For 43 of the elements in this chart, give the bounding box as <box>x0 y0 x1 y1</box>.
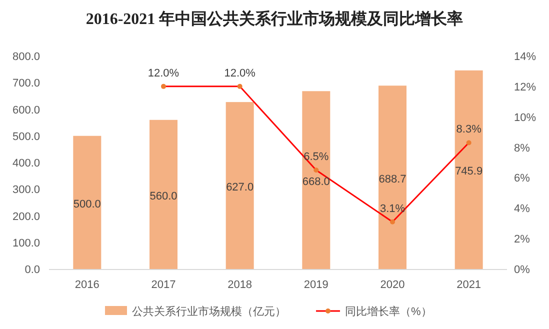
y-tick-label: 700.0 <box>12 78 40 90</box>
y2-tick-label: 8% <box>514 142 530 154</box>
data-label: 3.1% <box>380 202 406 215</box>
y2-tick-label: 14% <box>514 51 536 63</box>
legend-label: 同比增长率（%） <box>345 305 432 318</box>
data-label: 12.0% <box>148 67 180 80</box>
data-label: 12.0% <box>224 67 256 80</box>
y-tick-label: 300.0 <box>12 184 40 196</box>
bar <box>454 70 483 269</box>
chart-title: 2016-2021 年中国公共关系行业市场规模及同比增长率 <box>86 9 464 28</box>
y-tick-label: 600.0 <box>12 104 40 116</box>
bar <box>378 86 406 269</box>
y-tick-label: 500.0 <box>12 130 40 143</box>
bar <box>150 120 178 269</box>
y2-tick-label: 10% <box>514 112 536 124</box>
data-label: 6.5% <box>304 151 329 164</box>
bar <box>302 91 330 269</box>
y2-tick-label: 2% <box>514 234 530 246</box>
x-tick-label: 2017 <box>151 279 176 291</box>
y2-tick-label: 6% <box>514 172 530 185</box>
y-tick-label: 400.0 <box>12 158 40 170</box>
data-label: 668.0 <box>302 176 330 188</box>
x-tick-label: 2020 <box>380 279 405 291</box>
data-label: 688.7 <box>378 173 406 186</box>
y2-tick-label: 0% <box>514 264 530 276</box>
y2-tick-label: 4% <box>514 203 530 216</box>
data-label: 745.9 <box>455 166 483 178</box>
y2-tick-label: 12% <box>514 81 536 94</box>
y-tick-label: 800.0 <box>12 51 40 63</box>
bar <box>226 102 254 269</box>
legend-label: 公共关系行业市场规模（亿元） <box>132 305 286 318</box>
y-tick-label: 0.0 <box>24 264 40 276</box>
x-tick-label: 2021 <box>456 279 482 291</box>
y-tick-label: 200.0 <box>12 210 40 223</box>
data-label: 8.3% <box>456 124 482 136</box>
y-tick-label: 100.0 <box>12 237 40 250</box>
x-tick-label: 2018 <box>228 279 252 291</box>
data-label: 627.0 <box>226 182 254 194</box>
x-tick-label: 2019 <box>304 279 328 291</box>
data-label: 560.0 <box>150 190 178 202</box>
x-tick-label: 2016 <box>74 279 100 291</box>
bar <box>73 136 102 269</box>
data-label: 500.0 <box>73 198 101 210</box>
